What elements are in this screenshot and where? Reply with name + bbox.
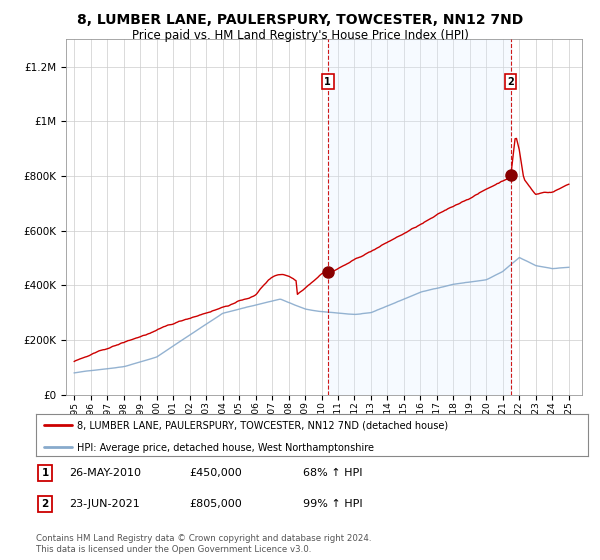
Text: 2: 2 <box>507 77 514 87</box>
Text: 1: 1 <box>41 468 49 478</box>
Text: 99% ↑ HPI: 99% ↑ HPI <box>303 499 362 509</box>
Text: 26-MAY-2010: 26-MAY-2010 <box>69 468 141 478</box>
Text: 2: 2 <box>41 499 49 509</box>
Text: £450,000: £450,000 <box>189 468 242 478</box>
Text: £805,000: £805,000 <box>189 499 242 509</box>
Text: This data is licensed under the Open Government Licence v3.0.: This data is licensed under the Open Gov… <box>36 545 311 554</box>
Bar <box>328 39 511 395</box>
Text: Contains HM Land Registry data © Crown copyright and database right 2024.: Contains HM Land Registry data © Crown c… <box>36 534 371 543</box>
Text: 8, LUMBER LANE, PAULERSPURY, TOWCESTER, NN12 7ND (detached house): 8, LUMBER LANE, PAULERSPURY, TOWCESTER, … <box>77 421 449 431</box>
Text: 1: 1 <box>325 77 331 87</box>
Text: 23-JUN-2021: 23-JUN-2021 <box>69 499 140 509</box>
Text: Price paid vs. HM Land Registry's House Price Index (HPI): Price paid vs. HM Land Registry's House … <box>131 29 469 42</box>
Text: 8, LUMBER LANE, PAULERSPURY, TOWCESTER, NN12 7ND: 8, LUMBER LANE, PAULERSPURY, TOWCESTER, … <box>77 13 523 27</box>
Text: HPI: Average price, detached house, West Northamptonshire: HPI: Average price, detached house, West… <box>77 443 374 453</box>
Text: 68% ↑ HPI: 68% ↑ HPI <box>303 468 362 478</box>
